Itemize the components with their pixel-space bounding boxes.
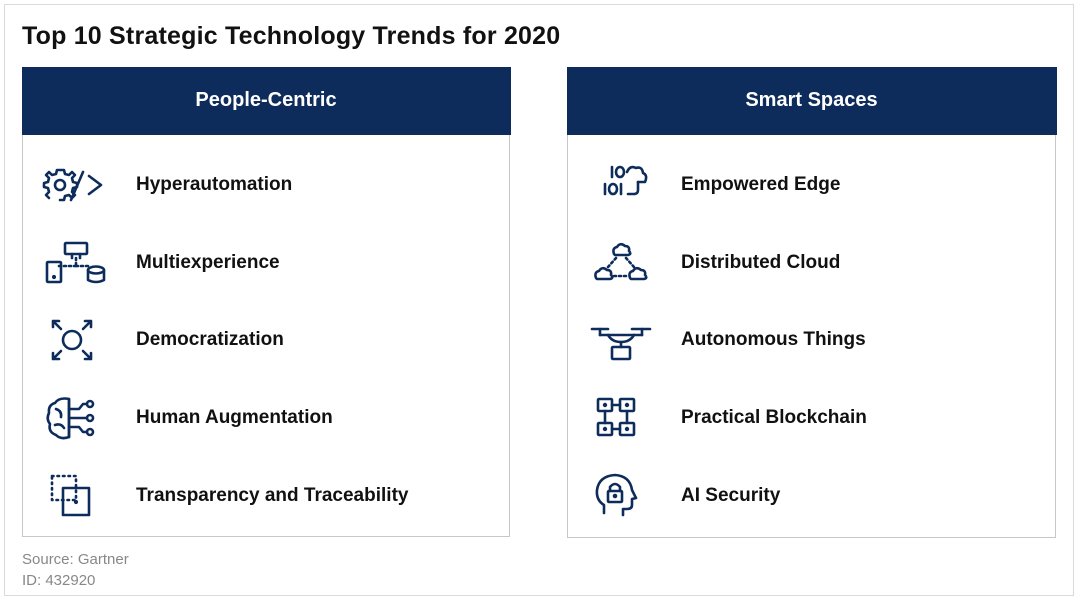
- trend-item-empowered-edge: Empowered Edge: [568, 154, 1055, 214]
- dotted-squares-icon: [45, 473, 105, 519]
- devices-network-icon: [45, 240, 106, 286]
- panel-header-people-centric: People-Centric: [21, 66, 511, 135]
- trend-item-distributed-cloud: Distributed Cloud: [568, 232, 1055, 292]
- brain-circuit-icon: [45, 395, 105, 441]
- binary-cloud-icon: [590, 162, 650, 208]
- trend-item-ai-security: AI Security: [568, 465, 1055, 525]
- document-id: ID: 432920: [22, 572, 96, 589]
- trend-item-multiexperience: Multiexperience: [23, 232, 509, 292]
- trend-item-human-augmentation: Human Augmentation: [23, 387, 509, 447]
- smart-spaces-panel: Smart Spaces Empowered Edge: [566, 66, 1057, 538]
- people-centric-panel: People-Centric Hyperautomation: [21, 66, 511, 537]
- trend-label: Autonomous Things: [681, 329, 866, 350]
- trend-label: Empowered Edge: [681, 174, 841, 195]
- trend-label: AI Security: [681, 485, 781, 506]
- trend-label: Human Augmentation: [136, 407, 333, 428]
- trend-item-transparency-traceability: Transparency and Traceability: [23, 465, 509, 525]
- trend-item-practical-blockchain: Practical Blockchain: [568, 387, 1055, 447]
- trend-label: Multiexperience: [136, 252, 280, 273]
- blockchain-grid-icon: [590, 395, 650, 441]
- panel-header-smart-spaces: Smart Spaces: [566, 66, 1057, 135]
- trend-label: Transparency and Traceability: [136, 485, 409, 506]
- source-text: Source: Gartner: [22, 551, 129, 568]
- cloud-triangle-icon: [590, 240, 650, 286]
- gear-code-icon: [42, 162, 105, 208]
- figure-frame: [4, 4, 1074, 596]
- trend-label: Practical Blockchain: [681, 407, 867, 428]
- head-lock-icon: [590, 473, 650, 519]
- trend-label: Hyperautomation: [136, 174, 293, 195]
- trend-label: Distributed Cloud: [681, 252, 841, 273]
- trend-item-autonomous-things: Autonomous Things: [568, 309, 1055, 369]
- drone-icon: [590, 317, 652, 363]
- page-title: Top 10 Strategic Technology Trends for 2…: [22, 22, 561, 50]
- trend-item-democratization: Democratization: [23, 309, 509, 369]
- expand-circle-icon: [45, 317, 105, 363]
- trend-item-hyperautomation: Hyperautomation: [23, 154, 509, 214]
- source-note: Source: Gartner ID: 432920: [22, 549, 129, 591]
- trend-label: Democratization: [136, 329, 284, 350]
